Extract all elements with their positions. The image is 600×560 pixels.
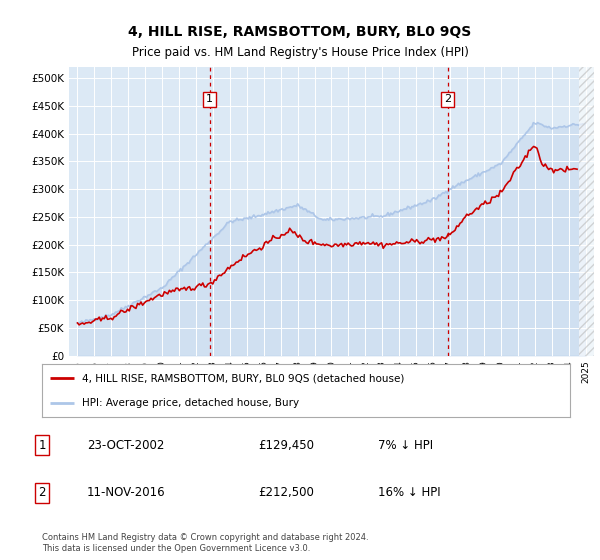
Text: 11-NOV-2016: 11-NOV-2016 <box>87 486 166 500</box>
Text: HPI: Average price, detached house, Bury: HPI: Average price, detached house, Bury <box>82 398 299 408</box>
Text: 4, HILL RISE, RAMSBOTTOM, BURY, BL0 9QS: 4, HILL RISE, RAMSBOTTOM, BURY, BL0 9QS <box>128 25 472 39</box>
Text: 1: 1 <box>38 438 46 452</box>
Text: 2: 2 <box>444 95 451 104</box>
Text: 7% ↓ HPI: 7% ↓ HPI <box>378 438 433 452</box>
Text: £129,450: £129,450 <box>258 438 314 452</box>
Text: Price paid vs. HM Land Registry's House Price Index (HPI): Price paid vs. HM Land Registry's House … <box>131 46 469 59</box>
Text: 4, HILL RISE, RAMSBOTTOM, BURY, BL0 9QS (detached house): 4, HILL RISE, RAMSBOTTOM, BURY, BL0 9QS … <box>82 374 404 384</box>
Text: £212,500: £212,500 <box>258 486 314 500</box>
Text: 2: 2 <box>38 486 46 500</box>
Text: 16% ↓ HPI: 16% ↓ HPI <box>378 486 440 500</box>
Text: Contains HM Land Registry data © Crown copyright and database right 2024.
This d: Contains HM Land Registry data © Crown c… <box>42 533 368 553</box>
Text: 23-OCT-2002: 23-OCT-2002 <box>87 438 164 452</box>
Text: 1: 1 <box>206 95 213 104</box>
